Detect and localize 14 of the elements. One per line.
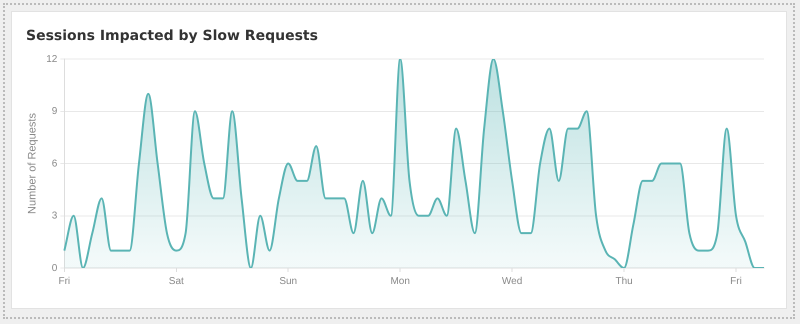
x-tick-label: Fri <box>58 276 70 287</box>
y-axis-title: Number of Requests <box>26 112 39 214</box>
y-tick-label: 9 <box>52 106 58 117</box>
y-tick-label: 3 <box>52 210 58 222</box>
x-tick-label: Mon <box>390 276 410 287</box>
x-tick-label: Thu <box>615 276 633 287</box>
y-tick-label: 12 <box>46 54 58 65</box>
x-tick-label: Sun <box>279 276 298 287</box>
x-tick-label: Fri <box>730 276 742 287</box>
chart-title: Sessions Impacted by Slow Requests <box>26 28 318 44</box>
y-tick-label: 0 <box>52 262 58 274</box>
x-tick-label: Sat <box>168 276 184 287</box>
y-tick-label: 6 <box>52 158 58 170</box>
x-tick-label: Wed <box>502 276 522 287</box>
